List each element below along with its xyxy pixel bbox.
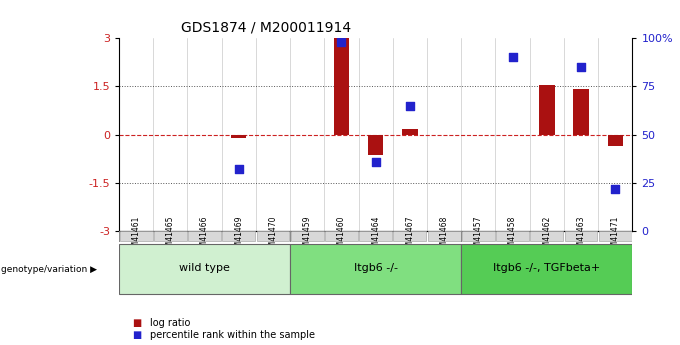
Bar [573, 89, 589, 135]
Text: GSM41468: GSM41468 [440, 215, 449, 257]
FancyBboxPatch shape [599, 231, 632, 241]
Text: GSM41458: GSM41458 [508, 215, 517, 257]
FancyBboxPatch shape [462, 231, 495, 241]
Bar [334, 38, 349, 135]
Text: GSM41465: GSM41465 [166, 215, 175, 257]
Text: GSM41470: GSM41470 [269, 215, 277, 257]
FancyBboxPatch shape [394, 231, 426, 241]
Text: GSM41463: GSM41463 [577, 215, 585, 257]
FancyBboxPatch shape [359, 231, 392, 241]
Text: Itgb6 -/-, TGFbeta+: Itgb6 -/-, TGFbeta+ [493, 263, 600, 273]
Text: GSM41464: GSM41464 [371, 215, 380, 257]
FancyBboxPatch shape [496, 231, 529, 241]
FancyBboxPatch shape [325, 231, 358, 241]
Text: GSM41461: GSM41461 [132, 215, 141, 257]
Point [336, 39, 347, 45]
Text: Itgb6 -/-: Itgb6 -/- [354, 263, 398, 273]
Text: GSM41471: GSM41471 [611, 215, 619, 257]
Text: GSM41457: GSM41457 [474, 215, 483, 257]
FancyBboxPatch shape [530, 231, 563, 241]
Text: GSM41469: GSM41469 [235, 215, 243, 257]
Point [507, 55, 518, 60]
FancyBboxPatch shape [428, 231, 460, 241]
FancyBboxPatch shape [119, 244, 290, 294]
Text: genotype/variation ▶: genotype/variation ▶ [1, 265, 97, 274]
FancyBboxPatch shape [461, 244, 632, 294]
Text: ■: ■ [133, 318, 142, 327]
Text: percentile rank within the sample: percentile rank within the sample [150, 330, 315, 339]
Text: GSM41459: GSM41459 [303, 215, 311, 257]
FancyBboxPatch shape [222, 231, 255, 241]
Bar [608, 135, 623, 146]
Text: log ratio: log ratio [150, 318, 190, 327]
Text: ■: ■ [133, 330, 142, 339]
FancyBboxPatch shape [564, 231, 598, 241]
Text: GDS1874 / M200011914: GDS1874 / M200011914 [181, 20, 351, 34]
FancyBboxPatch shape [188, 231, 221, 241]
Point [233, 167, 244, 172]
Text: GSM41460: GSM41460 [337, 215, 346, 257]
Bar [231, 135, 246, 138]
Point [575, 64, 586, 70]
Bar [539, 85, 554, 135]
Text: GSM41466: GSM41466 [200, 215, 209, 257]
FancyBboxPatch shape [154, 231, 187, 241]
Point [370, 159, 381, 164]
FancyBboxPatch shape [256, 231, 290, 241]
FancyBboxPatch shape [291, 231, 324, 241]
FancyBboxPatch shape [290, 244, 461, 294]
Text: GSM41467: GSM41467 [405, 215, 414, 257]
Bar [368, 135, 384, 156]
Point [610, 186, 621, 191]
Text: GSM41462: GSM41462 [543, 215, 551, 257]
Text: wild type: wild type [179, 263, 230, 273]
Point [405, 103, 415, 108]
FancyBboxPatch shape [120, 231, 152, 241]
Bar [403, 129, 418, 135]
